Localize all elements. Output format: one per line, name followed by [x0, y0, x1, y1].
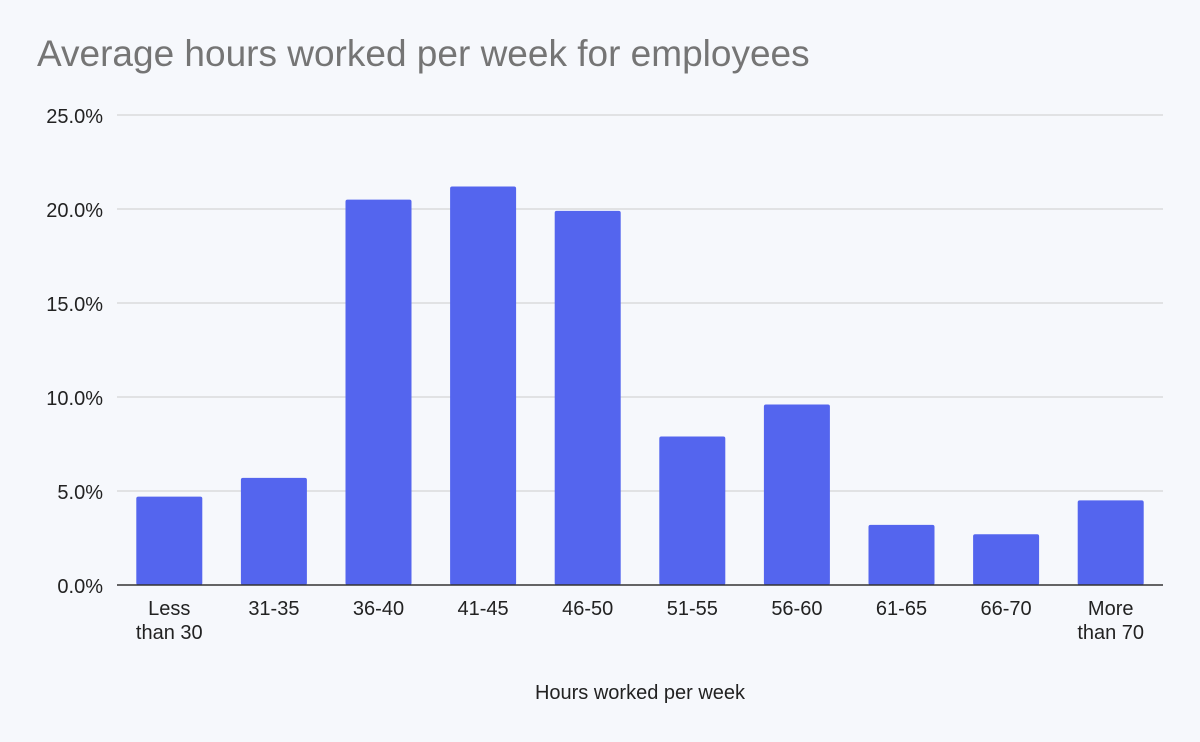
bar: [659, 436, 726, 585]
x-tick-label: 66-70: [981, 598, 1032, 620]
bar: [345, 199, 412, 585]
x-tick-label: Less than 30: [136, 598, 203, 644]
chart-title: Average hours worked per week for employ…: [37, 33, 810, 74]
bar: [1077, 500, 1144, 585]
x-tick-label: 51-55: [667, 598, 718, 620]
bar: [763, 404, 830, 585]
bar: [136, 496, 203, 585]
y-tick-label: 15.0%: [46, 294, 103, 316]
x-tick-label: More than 70: [1077, 598, 1144, 644]
x-tick-label: 31-35: [248, 598, 299, 620]
y-tick-label: 10.0%: [46, 388, 103, 410]
x-tick-label: 36-40: [353, 598, 404, 620]
bar: [450, 186, 517, 585]
bar: [240, 477, 307, 585]
y-tick-label: 25.0%: [46, 106, 103, 128]
bar: [973, 534, 1040, 585]
x-tick-label: 46-50: [562, 598, 613, 620]
bar: [554, 210, 621, 585]
x-tick-label: 41-45: [458, 598, 509, 620]
y-tick-label: 5.0%: [57, 482, 103, 504]
x-tick-label: 61-65: [876, 598, 927, 620]
y-tick-label: 0.0%: [57, 576, 103, 598]
x-axis-title: Hours worked per week: [535, 682, 746, 704]
bar: [868, 524, 935, 585]
y-tick-label: 20.0%: [46, 200, 103, 222]
x-tick-label: 56-60: [771, 598, 822, 620]
